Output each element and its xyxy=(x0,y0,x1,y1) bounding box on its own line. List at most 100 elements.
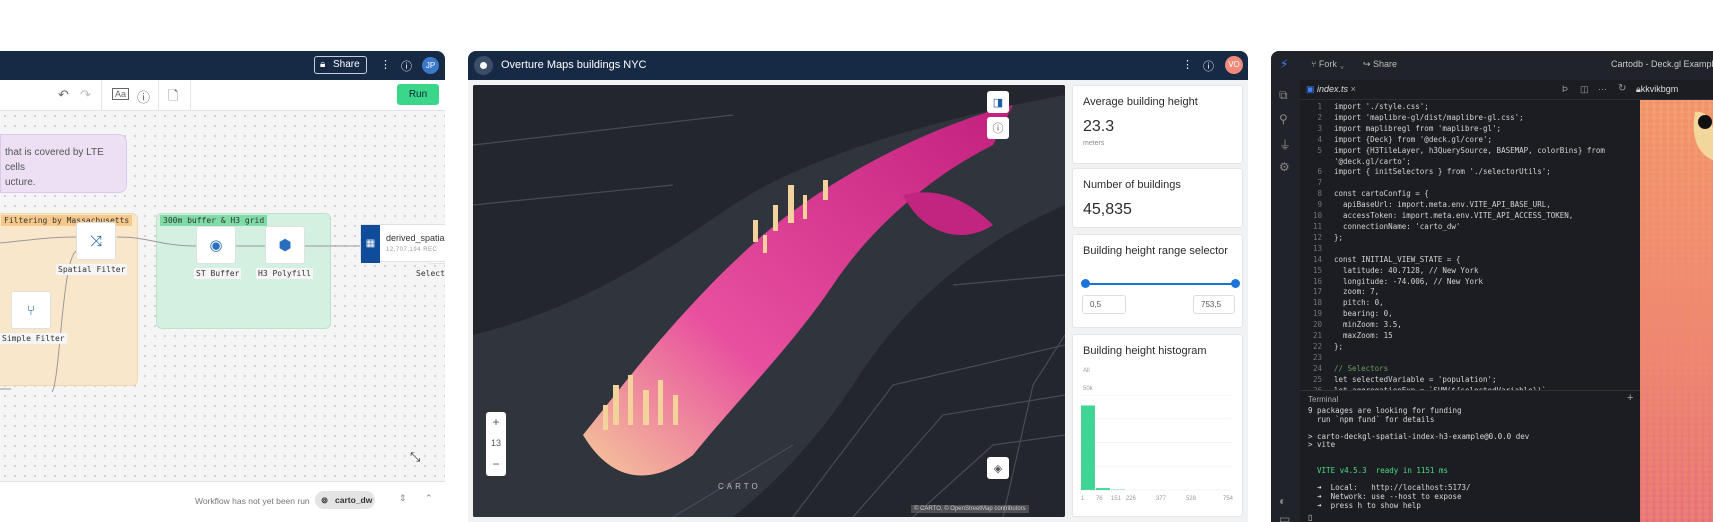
run-button[interactable]: Run xyxy=(397,84,439,105)
file-link-icon[interactable]: 🗋︎ xyxy=(168,88,179,103)
line-text: import maplibregl from 'maplibre-gl'; xyxy=(1334,123,1502,133)
map-view[interactable]: ◨ ⓘ + 13 − CARTO ◈ © CARTO, © OpenStreet… xyxy=(473,85,1065,517)
line-number: 3 xyxy=(1317,123,1322,133)
info-button[interactable]: ⓘ xyxy=(987,117,1009,139)
terminal-title: Terminal xyxy=(1308,395,1339,404)
code-editor-panel: ⚡︎ ⑂ Fork ⌄ ↪ Share Cartodb - Deck.gl Ex… xyxy=(1271,51,1713,522)
line-text: connectionName: 'carto_dw' xyxy=(1334,221,1461,231)
st-buffer-node[interactable]: ◉ xyxy=(196,226,236,264)
code-line: 23 xyxy=(1300,353,1640,364)
line-number: 15 xyxy=(1312,265,1322,275)
simple-filter-node[interactable]: ⑂ xyxy=(11,291,51,329)
map-preview[interactable] xyxy=(1640,100,1713,522)
fork-button[interactable]: ⑂ Fork ⌄ xyxy=(1311,59,1345,69)
map-attribution[interactable]: © CARTO, © OpenStreetMap contributors xyxy=(911,505,1029,513)
kebab-menu-icon[interactable]: ⋮ xyxy=(380,59,391,71)
panel-icon[interactable]: ▭ xyxy=(1279,512,1291,522)
x-tick-label: 226 xyxy=(1126,496,1137,502)
divider xyxy=(101,80,102,111)
terminal[interactable]: Terminal + 9 packages are looking for fu… xyxy=(1300,390,1640,522)
reload-icon[interactable]: ↻ xyxy=(1618,83,1627,94)
legend-toggle-button[interactable]: ◨ xyxy=(987,91,1009,113)
range-max-input[interactable]: 753,5 xyxy=(1193,295,1235,314)
workflow-canvas[interactable]: that is covered by LTE cells ucture. Filt… xyxy=(0,111,445,481)
help-icon[interactable]: ⓘ xyxy=(1203,61,1214,73)
tab-index-ts[interactable]: ▣ index.ts × xyxy=(1306,84,1356,94)
filter-icon: ⑂ xyxy=(26,302,36,318)
preview-url[interactable]: 🔒︎kkvikbgm xyxy=(1636,84,1679,94)
building-count-widget: Number of buildings 45,835 xyxy=(1072,168,1243,228)
redo-icon[interactable]: ↷ xyxy=(80,87,91,102)
help-icon[interactable]: ⓘ xyxy=(401,61,412,73)
terminal-line xyxy=(1308,450,1529,459)
line-text: let selectedVariable = 'population'; xyxy=(1334,374,1497,384)
bolt-icon: ⚡︎ xyxy=(1280,57,1289,71)
map-app-header: Overture Maps buildings NYC ⋮ ⓘ VO xyxy=(468,51,1248,80)
expand-icon[interactable]: ⤡ xyxy=(410,449,421,464)
code-line: 12}; xyxy=(1300,233,1640,244)
line-number: 1 xyxy=(1317,102,1322,111)
text-style-icon[interactable]: Aa xyxy=(112,88,130,100)
add-terminal-icon[interactable]: + xyxy=(1627,392,1634,404)
extensions-plug-icon[interactable]: ⏚ xyxy=(1279,138,1292,152)
code-line: 1 import './style.css'; xyxy=(1300,102,1640,113)
more-icon[interactable]: ⋯ xyxy=(1598,84,1607,94)
code-line: 5 import {H3TileLayer, h3QuerySource, BAS… xyxy=(1300,146,1640,157)
range-min-input[interactable]: 0,5 xyxy=(1082,295,1126,314)
group-label: Filtering by Massachusetts xyxy=(1,215,133,226)
range-min-handle[interactable] xyxy=(1081,279,1090,288)
info-icon[interactable]: ⓘ xyxy=(137,90,151,105)
divider xyxy=(158,80,159,111)
x-tick-label: 528 xyxy=(1186,496,1197,502)
y-tick-label: 50k xyxy=(1083,386,1093,392)
share-icon: ↪ xyxy=(1363,59,1374,69)
code-line: 7 xyxy=(1300,178,1640,189)
range-max-handle[interactable] xyxy=(1231,279,1240,288)
project-title: Cartodb - Deck.gl Examples xyxy=(1611,59,1713,69)
kebab-menu-icon[interactable]: ⋮ xyxy=(1182,59,1193,71)
hexagon-icon: ⬢ xyxy=(278,237,292,254)
chevron-up-icon[interactable]: ⌃ xyxy=(425,493,433,503)
sticky-note[interactable]: that is covered by LTE cells ucture. xyxy=(0,134,127,193)
typescript-icon: ▣ xyxy=(1306,84,1318,94)
code-line: 17 zoom: 7, xyxy=(1300,287,1640,298)
histogram-bar[interactable] xyxy=(1095,488,1110,490)
avatar[interactable]: VO xyxy=(1225,56,1243,74)
roads xyxy=(473,114,1065,517)
code-area[interactable]: 1 import './style.css'; 2 import 'maplibre-… xyxy=(1300,100,1640,390)
zoom-in-button[interactable]: + xyxy=(492,415,500,429)
node-label: Simple Filter xyxy=(0,333,67,344)
share-button[interactable]: 🔒︎ Share xyxy=(314,56,367,74)
h3-polyfill-node[interactable]: ⬢ xyxy=(265,226,305,264)
prettier-icon[interactable]: Þ xyxy=(1562,84,1569,94)
height-range-widget: Building height range selector 0,5 753,5 xyxy=(1072,234,1243,328)
code-line: 22}; xyxy=(1300,342,1640,353)
widget-title: Building height range selector xyxy=(1083,245,1228,257)
x-tick-label: 377 xyxy=(1156,496,1167,502)
buffer-icon: ◉ xyxy=(209,237,223,254)
split-editor-icon[interactable]: ◫ xyxy=(1580,84,1589,94)
spatial-filter-node[interactable]: ⤨ xyxy=(76,222,116,260)
range-slider-track[interactable] xyxy=(1085,283,1235,285)
code-line: 15 latitude: 40.7128, // New York xyxy=(1300,266,1640,277)
derived-table-node[interactable]: ▦ derived_spatial 12,707,194 REC xyxy=(360,224,445,263)
theme-toggle-icon[interactable]: ◐ xyxy=(1279,494,1287,508)
line-number: 2 xyxy=(1317,112,1322,122)
undo-icon[interactable]: ↶ xyxy=(58,87,69,102)
histogram-filter[interactable]: All xyxy=(1083,368,1090,374)
gear-icon[interactable]: ⚙ xyxy=(1279,160,1290,174)
zoom-out-button[interactable]: − xyxy=(492,457,500,471)
code-line: 8 const cartoConfig = { xyxy=(1300,189,1640,200)
code-line: 14 const INITIAL_VIEW_STATE = { xyxy=(1300,255,1640,266)
x-tick-label: 76 xyxy=(1096,496,1103,502)
close-icon[interactable]: × xyxy=(1350,84,1356,94)
basemap-button[interactable]: ◈ xyxy=(987,457,1009,479)
avatar[interactable]: JP xyxy=(422,57,439,74)
files-icon[interactable]: ⧉ xyxy=(1279,88,1288,102)
histogram-bar[interactable] xyxy=(1081,405,1095,490)
share-button[interactable]: ↪ Share xyxy=(1363,59,1398,69)
search-icon[interactable]: ⚲ xyxy=(1279,112,1288,126)
line-number: 8 xyxy=(1317,189,1322,199)
connection-chip[interactable]: ⊚ carto_dw xyxy=(315,491,375,509)
collapse-toggle-icon[interactable]: ⇕ xyxy=(399,493,407,503)
